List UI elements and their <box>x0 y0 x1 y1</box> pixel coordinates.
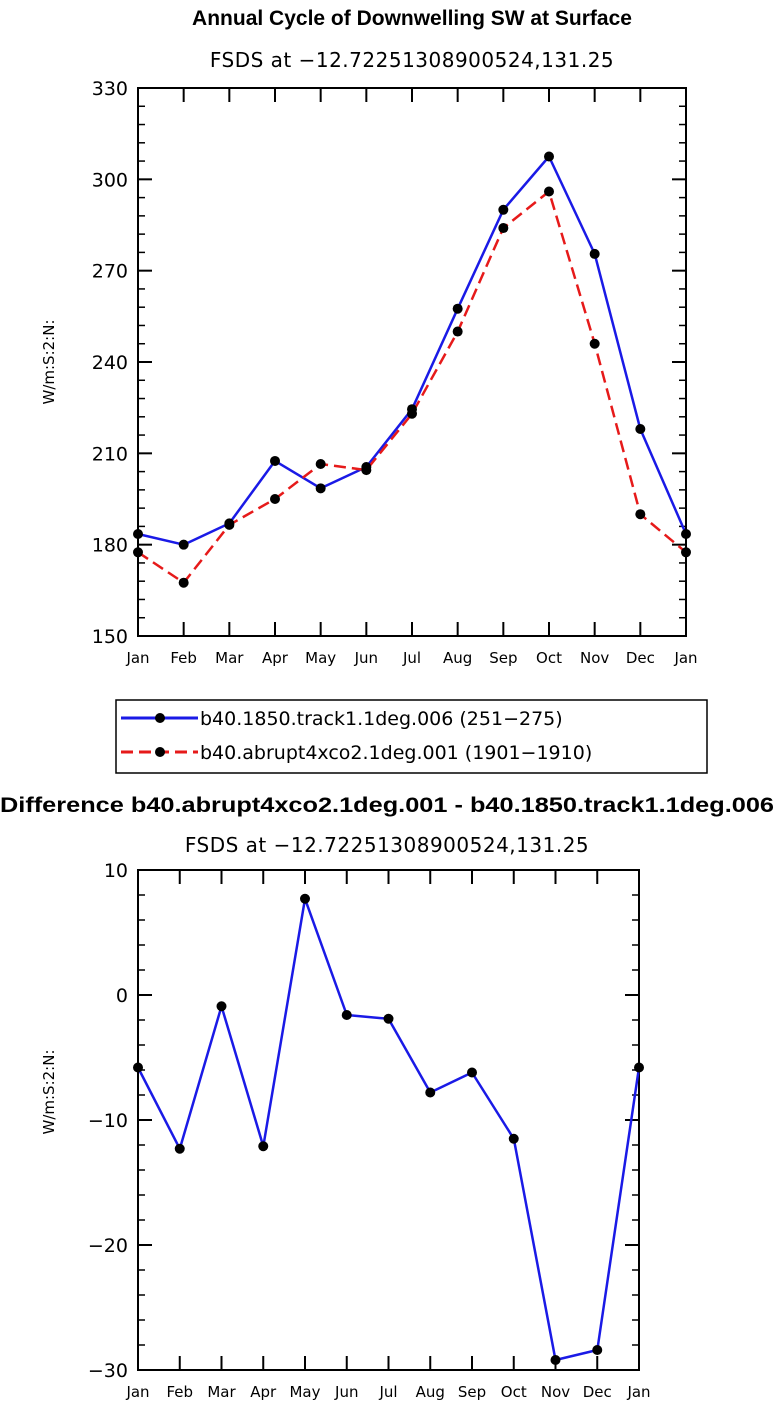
chart1-series-line-2 <box>137 190 687 584</box>
chart1-xtick-label: Jun <box>354 649 378 667</box>
chart1-ytick-label: 180 <box>92 535 128 557</box>
chart1-series-1-point <box>498 204 509 215</box>
chart1-series-1-point <box>681 529 691 540</box>
chart2-xtick-label: May <box>289 1383 320 1401</box>
chart1-xtick-label: Jul <box>402 649 421 667</box>
chart2-ytick-label: −30 <box>88 1360 128 1382</box>
chart2-series-line-1 <box>136 897 641 1362</box>
chart1-ytick-label: 150 <box>92 626 128 648</box>
chart1-series-2-point <box>361 465 372 476</box>
chart1-xtick-label: Apr <box>262 649 289 667</box>
chart1-xtick-label: Nov <box>580 649 609 667</box>
chart2-xtick-label: Aug <box>416 1383 445 1401</box>
chart2-series-1-point <box>425 1087 436 1098</box>
chart1-ytick-label: 330 <box>92 78 128 100</box>
chart1-series-1-point <box>635 423 646 434</box>
chart2-xtick-label: Sep <box>458 1383 486 1401</box>
chart1-series-1-point <box>452 303 463 314</box>
chart2-series-1-point <box>592 1345 603 1355</box>
chart2-frame <box>137 869 640 1371</box>
chart1-series-1-point <box>544 151 554 162</box>
chart1-xtick-label: Dec <box>626 649 655 667</box>
chart1-xtick-label: Oct <box>536 649 562 667</box>
chart1-ytick-label: 300 <box>92 169 128 191</box>
chart1-series-2-point <box>544 186 554 197</box>
chart2-series-1-point <box>383 1013 394 1024</box>
chart1-series-2-point <box>498 223 509 234</box>
chart2-series-1-point <box>300 893 310 904</box>
chart2-xtick-label: Jul <box>378 1383 397 1401</box>
chart1-series-line-1 <box>137 155 688 546</box>
chart1-series-2-point <box>407 408 417 419</box>
chart1-series-2-point <box>224 519 235 530</box>
chart1-series-1-point <box>133 529 143 540</box>
chart2-series-1-point <box>550 1355 561 1365</box>
chart1-xtick-label: Feb <box>170 649 197 667</box>
chart1-subtitle: FSDS at −12.72251308900524,131.25 <box>210 48 614 72</box>
legend-box <box>115 699 708 774</box>
chart2-xtick-label: Mar <box>207 1383 236 1401</box>
chart1-series-1-point <box>270 455 280 466</box>
chart2-xtick-label: Nov <box>541 1383 570 1401</box>
chart1-title: Annual Cycle of Downwelling SW at Surfac… <box>192 7 632 30</box>
chart2-subtitle: FSDS at −12.72251308900524,131.25 <box>185 833 589 857</box>
chart1-xtick-label: Jan <box>673 649 697 667</box>
legend-marker-control <box>155 713 165 723</box>
chart2-ytick-label: −20 <box>88 1235 128 1257</box>
chart2-ytick-label: −10 <box>88 1110 128 1132</box>
chart1-xtick-label: Jan <box>125 649 149 667</box>
chart1-xtick-label: Mar <box>215 649 244 667</box>
chart1-series-2-point <box>133 547 143 558</box>
chart1-xtick-label: Sep <box>489 649 517 667</box>
chart1-ylabel: W/m:S:2:N: <box>40 320 58 405</box>
chart1-series-1-point <box>589 248 600 259</box>
chart1-series-2-point <box>589 338 600 349</box>
chart2-xtick-label: Feb <box>166 1383 193 1401</box>
chart1-series-2-point <box>315 458 326 469</box>
chart2-ylabel: W/m:S:2:N: <box>40 1050 58 1135</box>
chart1-series-2-point <box>681 547 691 558</box>
chart1-series-2-point <box>635 509 646 520</box>
legend: b40.1850.track1.1deg.006 (251−275) b40.a… <box>115 699 708 774</box>
chart2-xtick-label: Oct <box>501 1383 527 1401</box>
chart1-series-1-point <box>178 539 189 550</box>
chart1-series-2-point <box>178 577 189 588</box>
legend-label-abrupt: b40.abrupt4xco2.1deg.001 (1901−1910) <box>200 742 592 764</box>
chart2-plot: −30 −20 −10 0 10 Jan Feb Mar Apr May Jun Jul Aug Sep O… <box>88 860 651 1401</box>
chart1-series-2-point <box>270 494 280 504</box>
chart2-series-1-point <box>258 1141 269 1152</box>
chart1-series-2-point <box>452 326 463 337</box>
chart2-series-1-point <box>174 1143 185 1154</box>
chart2-xtick-label: Jan <box>626 1383 650 1401</box>
chart1-xtick-label: Aug <box>443 649 472 667</box>
chart2-series-1-point <box>341 1010 352 1020</box>
chart1-ytick-label: 240 <box>92 352 128 374</box>
chart2-xtick-label: Jun <box>334 1383 358 1401</box>
chart2-series-1-point <box>634 1062 644 1073</box>
chart2-ytick-label: 0 <box>116 985 128 1007</box>
chart1-plot: 150 180 210 240 270 300 330 Jan Feb Mar Apr May Jun J… <box>92 78 698 667</box>
legend-marker-abrupt <box>155 747 165 757</box>
chart2-ytick-label: 10 <box>104 860 128 882</box>
chart1-xtick-label: May <box>305 649 336 667</box>
chart2-xtick-label: Dec <box>583 1383 612 1401</box>
chart2-series-1-point <box>467 1067 477 1078</box>
chart1-frame <box>137 87 687 637</box>
chart2-xtick-label: Apr <box>250 1383 277 1401</box>
chart1-ytick-label: 270 <box>92 261 128 283</box>
chart2-series-1-point <box>216 1001 227 1012</box>
chart1-ytick-label: 210 <box>92 443 128 465</box>
chart2-title: Difference b40.abrupt4xco2.1deg.001 - b4… <box>0 794 774 817</box>
chart2-series-1-point <box>508 1133 519 1144</box>
legend-label-control: b40.1850.track1.1deg.006 (251−275) <box>200 708 563 730</box>
chart2-xtick-label: Jan <box>125 1383 149 1401</box>
chart2-series-1-point <box>133 1062 143 1073</box>
chart1-series-1-point <box>315 483 326 494</box>
